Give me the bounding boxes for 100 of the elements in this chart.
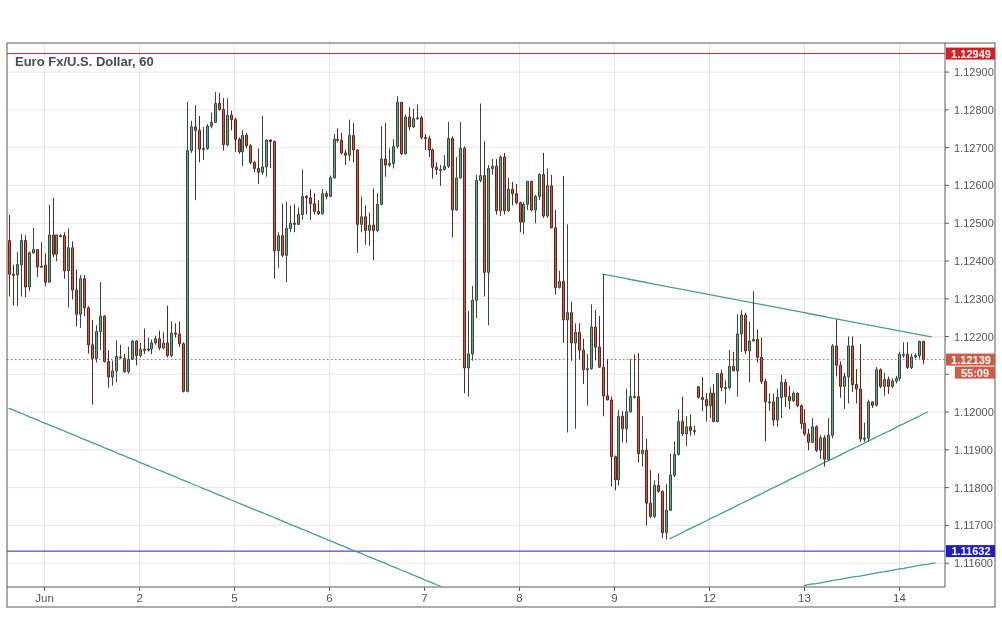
candlestick	[214, 91, 217, 124]
candlestick	[875, 366, 878, 407]
x-tick-label: 12	[703, 592, 716, 604]
candlestick	[313, 192, 316, 216]
candlestick	[408, 106, 411, 131]
x-tick-label: Jun	[35, 592, 54, 604]
text: Euro Fx/U.S. Dollar, 60	[15, 54, 154, 69]
candlestick	[447, 121, 450, 169]
candlestick	[360, 195, 363, 233]
y-tick-label: 1.12200	[954, 330, 994, 343]
candlestick	[617, 409, 620, 486]
candlestick	[115, 339, 118, 383]
candlestick	[685, 415, 688, 447]
candlestick	[712, 383, 715, 423]
y-tick-label: 1.12000	[954, 406, 994, 419]
candlestick	[451, 135, 454, 239]
candlestick	[257, 147, 260, 185]
candlestick	[241, 129, 244, 167]
candlestick	[511, 181, 514, 206]
candlestick	[815, 424, 818, 453]
candlestick	[202, 126, 205, 161]
candlestick	[348, 119, 351, 162]
candlestick	[871, 401, 874, 409]
candlestick	[79, 274, 82, 329]
candlestick	[273, 139, 276, 280]
candlestick	[325, 190, 328, 200]
candlestick	[641, 415, 644, 467]
candlestick	[495, 158, 498, 216]
candlestick	[368, 212, 371, 247]
y-tick-label: 1.11600	[954, 557, 993, 570]
candlestick	[867, 399, 870, 443]
candlestick	[404, 113, 407, 155]
candlestick	[530, 180, 533, 212]
candlestick	[226, 97, 229, 148]
candlestick	[186, 101, 189, 393]
candlestick	[709, 387, 712, 419]
y-tick-label: 1.12400	[954, 254, 994, 267]
candlestick	[150, 339, 153, 355]
candlestick	[693, 425, 696, 436]
x-tick-label: 8	[516, 592, 523, 604]
x-tick-label: 5	[231, 592, 238, 604]
candlestick	[24, 234, 27, 298]
candlestick	[170, 320, 173, 358]
candlestick	[384, 122, 387, 178]
x-tick-label: 7	[421, 592, 428, 604]
candlestick	[222, 97, 225, 152]
candlestick	[463, 146, 466, 394]
candlestick	[566, 223, 569, 433]
y-tick-label: 1.12300	[954, 292, 994, 305]
candlestick	[63, 231, 66, 280]
candlestick	[811, 417, 814, 444]
candlestick	[558, 270, 561, 290]
candlestick	[772, 393, 775, 427]
candlestick	[910, 353, 913, 370]
x-tick-label: 14	[893, 592, 907, 604]
candlestick	[819, 434, 822, 460]
y-tick-label: 1.12700	[954, 141, 994, 154]
candlestick	[918, 340, 921, 359]
candlestick	[784, 378, 787, 408]
candlestick	[162, 331, 165, 350]
ref-line-label: 1.12949	[951, 47, 991, 60]
x-tick-label: 13	[798, 592, 811, 604]
y-tick-label: 1.12500	[954, 217, 994, 230]
candlestick	[321, 188, 324, 216]
candlestick	[285, 201, 288, 283]
candlestick	[412, 108, 415, 129]
candlestick	[503, 152, 506, 216]
candlestick	[883, 372, 886, 397]
y-tick-label: 1.12800	[954, 103, 994, 116]
text: 55:09	[960, 366, 990, 379]
candlestick	[546, 167, 549, 219]
candlestick	[879, 367, 882, 389]
candlestick	[621, 410, 624, 443]
candlestick	[48, 204, 51, 284]
line-series	[803, 562, 936, 587]
candlestick	[147, 337, 150, 353]
candlestick	[507, 177, 510, 213]
candlestick	[716, 373, 719, 423]
candlestick	[823, 434, 826, 467]
candlestick	[372, 187, 375, 261]
candlestick	[55, 234, 58, 262]
candlestick	[483, 140, 486, 297]
candlestick	[574, 322, 577, 430]
y-tick-label: 1.11700	[954, 519, 993, 532]
y-tick-label: 1.11800	[954, 481, 993, 494]
line-series	[8, 407, 442, 587]
ref-line-label: 1.11632	[951, 545, 991, 558]
candlestick	[645, 438, 648, 526]
candlestick	[736, 313, 739, 398]
candlestick	[166, 305, 169, 358]
candlestick	[542, 152, 545, 219]
candlestick	[309, 188, 312, 221]
candlestick	[689, 413, 692, 437]
candlestick	[681, 396, 684, 437]
candlestick	[653, 479, 656, 519]
x-tick-label: 2	[136, 592, 143, 604]
candlestick	[194, 104, 197, 201]
candlestick	[281, 203, 284, 258]
candlestick	[52, 197, 55, 258]
candlestick	[887, 376, 890, 395]
